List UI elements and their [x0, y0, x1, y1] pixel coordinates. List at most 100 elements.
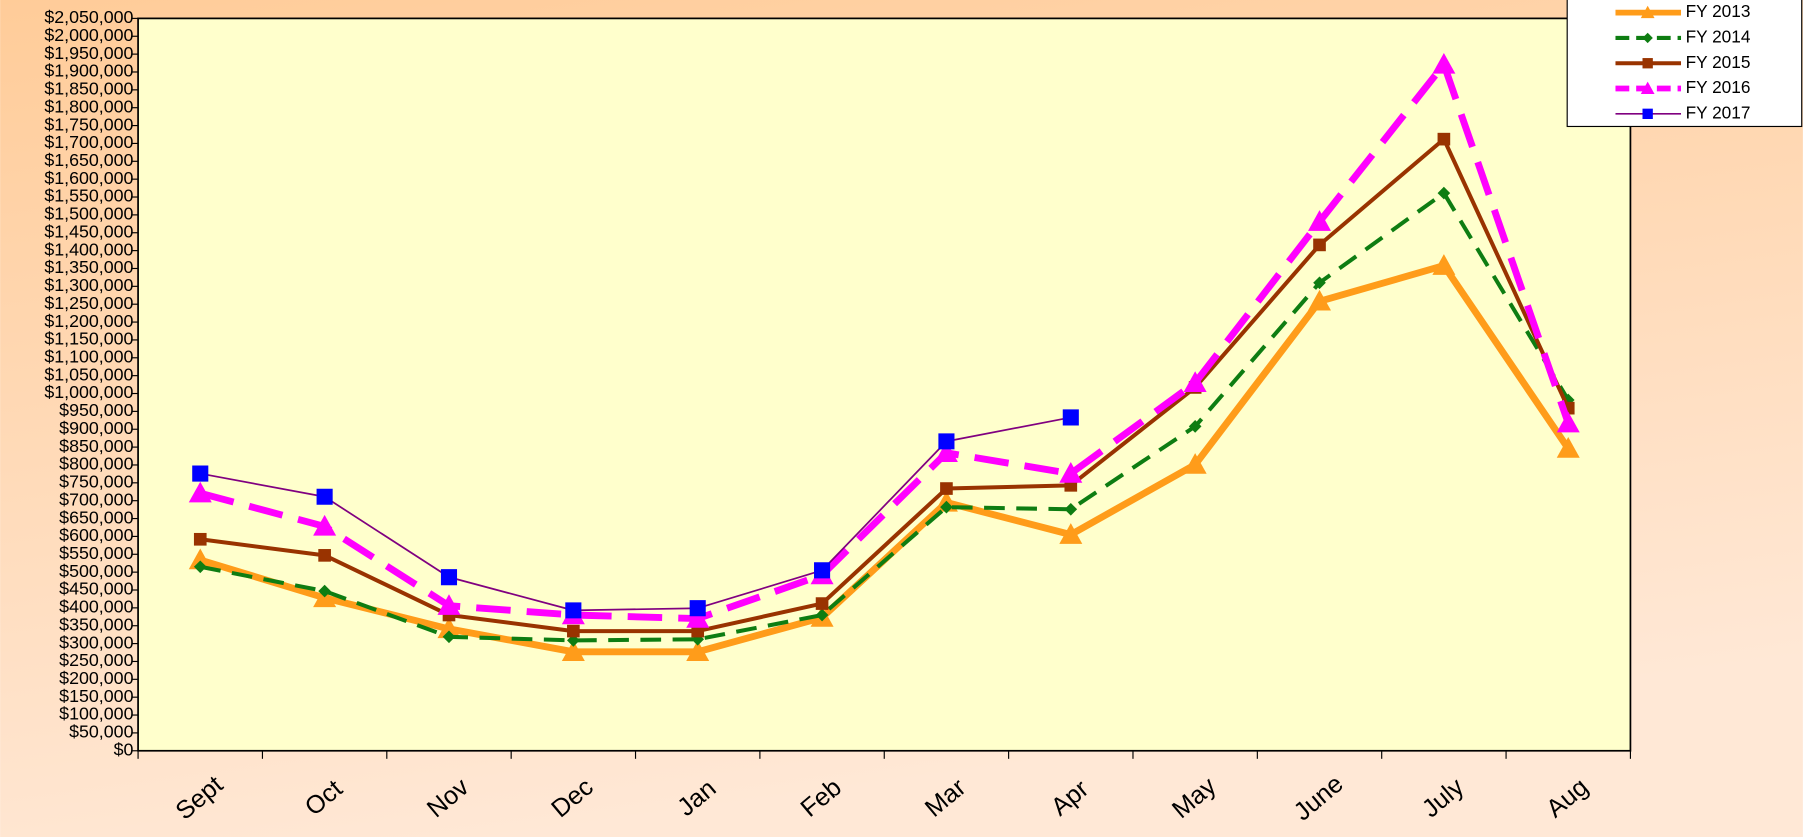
- marker: [689, 600, 706, 617]
- y-tick-label: $0: [114, 739, 134, 759]
- marker: [1064, 502, 1078, 516]
- y-tick-label: $350,000: [59, 614, 133, 634]
- series-line: [200, 416, 1071, 612]
- legend-label: FY 2013: [1686, 1, 1751, 21]
- marker: [815, 597, 829, 610]
- y-tick-label: $400,000: [59, 597, 133, 617]
- y-tick-label: $900,000: [59, 418, 133, 438]
- marker: [1062, 409, 1079, 426]
- y-tick-label: $1,050,000: [44, 364, 133, 384]
- y-tick-label: $600,000: [59, 525, 133, 545]
- marker: [1556, 411, 1580, 433]
- marker: [1313, 238, 1326, 252]
- y-tick-label: $200,000: [59, 668, 133, 688]
- y-tick-label: $1,100,000: [44, 346, 133, 366]
- marker: [1059, 523, 1083, 544]
- y-tick-label: $1,950,000: [44, 43, 133, 63]
- marker: [691, 624, 705, 638]
- marker: [1188, 420, 1202, 433]
- y-tick-label: $1,800,000: [44, 96, 133, 116]
- y-tick-label: $1,600,000: [44, 168, 133, 188]
- marker: [440, 569, 458, 586]
- y-tick-label: $1,550,000: [44, 186, 133, 206]
- y-tick-label: $1,500,000: [44, 204, 133, 224]
- marker: [313, 514, 337, 536]
- marker: [1437, 186, 1451, 200]
- y-tick-label: $650,000: [59, 507, 133, 527]
- marker: [1308, 210, 1332, 231]
- y-tick-label: $300,000: [59, 632, 133, 652]
- marker: [318, 549, 331, 562]
- y-tick-label: $250,000: [59, 650, 133, 670]
- marker: [1432, 254, 1456, 275]
- marker: [188, 548, 212, 570]
- y-tick-label: $1,700,000: [44, 132, 133, 152]
- marker: [1432, 52, 1456, 74]
- y-tick-label: $1,650,000: [44, 150, 133, 170]
- marker: [1437, 132, 1451, 146]
- legend: FY 2013 FY 2014 FY 2015 FY 2016 FY 2017: [1566, 0, 1803, 128]
- marker: [437, 617, 461, 639]
- y-tick-label: $1,300,000: [44, 275, 133, 295]
- legend-label: FY 2017: [1686, 102, 1751, 122]
- marker: [686, 607, 710, 628]
- y-tick-label: $750,000: [59, 472, 133, 492]
- y-tick-label: $150,000: [59, 686, 133, 706]
- marker: [1642, 58, 1653, 69]
- series-line: [200, 137, 1571, 634]
- marker: [1640, 5, 1655, 19]
- y-tick-label: $450,000: [59, 579, 133, 599]
- legend-box: [1566, 0, 1803, 128]
- marker: [940, 500, 953, 514]
- y-tick-label: $1,200,000: [44, 311, 133, 331]
- y-tick-label: $1,400,000: [44, 239, 133, 259]
- marker: [934, 441, 958, 463]
- marker: [442, 630, 456, 644]
- y-tick-label: $1,150,000: [44, 329, 133, 349]
- marker: [565, 602, 582, 619]
- marker: [561, 640, 585, 662]
- marker: [940, 482, 953, 495]
- marker: [814, 562, 831, 579]
- marker: [437, 594, 461, 615]
- y-tick-label: $550,000: [59, 543, 133, 563]
- y-tick-label: $1,850,000: [44, 79, 133, 99]
- marker: [938, 433, 955, 450]
- y-tick-label: $800,000: [59, 454, 133, 474]
- marker: [1059, 462, 1083, 483]
- marker: [193, 560, 207, 574]
- marker: [188, 481, 212, 503]
- marker: [1308, 289, 1332, 311]
- y-tick-label: $50,000: [69, 722, 133, 742]
- y-tick-label: $1,450,000: [44, 221, 133, 241]
- series-line: [199, 61, 1572, 623]
- y-tick-label: $950,000: [59, 400, 133, 420]
- y-tick-label: $1,900,000: [44, 61, 133, 81]
- y-tick-label: $1,350,000: [44, 257, 133, 277]
- y-tick-label: $1,250,000: [44, 293, 133, 313]
- legend-label: FY 2015: [1686, 52, 1751, 72]
- series-line: [199, 191, 1570, 643]
- marker: [567, 624, 580, 638]
- y-tick-label: $100,000: [59, 704, 133, 724]
- plot-area: [137, 17, 1632, 752]
- y-tick-label: $1,000,000: [44, 382, 133, 402]
- y-tick-label: $500,000: [59, 561, 133, 581]
- marker: [193, 532, 207, 546]
- marker: [1642, 108, 1653, 119]
- marker: [318, 584, 331, 598]
- y-tick-label: $2,050,000: [44, 7, 133, 27]
- marker: [316, 488, 333, 505]
- marker: [1183, 453, 1207, 474]
- marker: [1640, 81, 1655, 95]
- y-tick-label: $2,000,000: [44, 25, 133, 45]
- marker: [815, 608, 829, 622]
- y-tick-label: $700,000: [59, 489, 133, 509]
- legend-label: FY 2014: [1686, 26, 1751, 46]
- y-tick-label: $1,750,000: [44, 114, 133, 134]
- y-tick-label: $850,000: [59, 436, 133, 456]
- marker: [192, 465, 209, 482]
- marker: [1556, 437, 1580, 458]
- legend-label: FY 2016: [1686, 77, 1751, 97]
